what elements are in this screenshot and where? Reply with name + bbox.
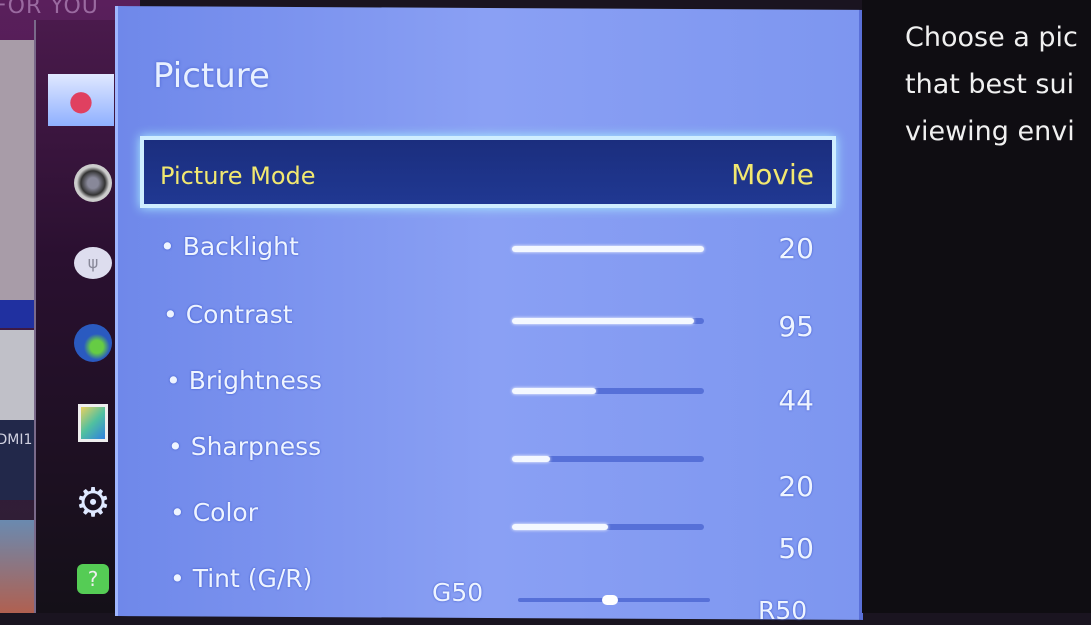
picture-mode-label: Picture Mode (160, 162, 316, 190)
content-tile (0, 330, 40, 420)
contrast-label: • Contrast (163, 300, 293, 329)
content-tile (0, 40, 40, 300)
picture-balloon-icon[interactable]: ● (48, 74, 114, 126)
slider-fill (512, 524, 608, 530)
sharpness-label: • Sharpness (168, 432, 322, 461)
label-text: Sharpness (190, 432, 322, 461)
help-line: viewing envi (905, 116, 1075, 147)
tint-green-value: G50 (432, 578, 484, 607)
help-line: Choose a pic (905, 22, 1078, 53)
help-line: that best sui (905, 69, 1075, 100)
network-globe-icon[interactable] (72, 322, 114, 364)
support-help-icon[interactable]: ? (72, 558, 114, 600)
label-text: Color (192, 498, 258, 527)
page-title: Picture (153, 56, 270, 96)
picture-mode-value: Movie (731, 158, 814, 191)
color-value: 50 (778, 532, 814, 565)
system-gear-icon[interactable]: ⚙ (75, 480, 111, 526)
sharpness-value: 20 (778, 470, 814, 503)
smart-features-cube-icon[interactable] (72, 402, 114, 444)
label-text: Backlight (182, 232, 299, 261)
content-tile (0, 300, 40, 328)
slider-fill (512, 388, 597, 394)
brightness-value: 44 (778, 384, 814, 417)
source-tile (0, 420, 40, 500)
color-label: • Color (170, 498, 258, 527)
slider-fill (512, 318, 695, 324)
help-text: Choose a pic that best sui viewing envi (905, 14, 1078, 155)
tint-label: • Tint (G/R) (170, 564, 313, 593)
broadcast-icon[interactable]: ψ (72, 242, 114, 284)
tint-label-text: Tint (G/R) (192, 564, 313, 593)
tint-red-value: R50 (758, 596, 808, 625)
help-pane (862, 0, 1091, 613)
label-text: Brightness (188, 366, 322, 395)
tint-slider-knob[interactable] (602, 595, 618, 605)
backlight-label: • Backlight (160, 232, 299, 261)
tint-slider[interactable] (518, 595, 710, 605)
sound-speaker-icon[interactable] (72, 162, 114, 204)
for-you-header: FOR YOU (0, 0, 99, 19)
brightness-label: • Brightness (166, 366, 322, 395)
backlight-value: 20 (778, 232, 814, 265)
brightness-slider[interactable] (512, 388, 704, 394)
backlight-slider[interactable] (512, 246, 704, 252)
label-text: Contrast (185, 300, 293, 329)
sharpness-slider[interactable] (512, 456, 704, 462)
content-tile (0, 520, 40, 613)
slider-fill (512, 246, 704, 252)
source-label: HDMI1 (0, 432, 33, 448)
color-slider[interactable] (512, 524, 704, 530)
contrast-value: 95 (778, 310, 814, 343)
slider-fill (512, 456, 551, 462)
contrast-slider[interactable] (512, 318, 704, 324)
menu-item-picture-mode[interactable]: Picture Mode Movie (140, 136, 836, 208)
